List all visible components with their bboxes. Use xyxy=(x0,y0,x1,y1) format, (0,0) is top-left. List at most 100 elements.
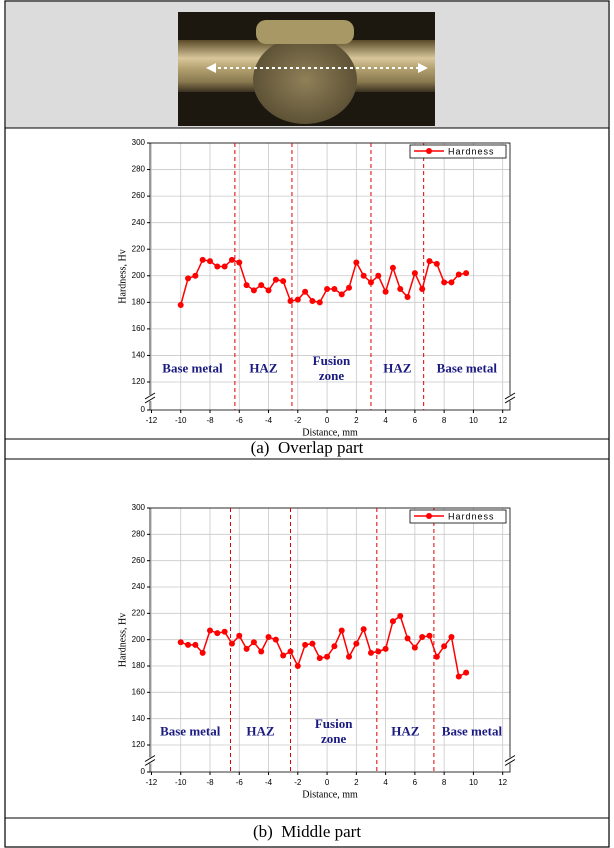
x-tick-label: 12 xyxy=(498,416,507,425)
y-tick-label: 160 xyxy=(132,687,146,696)
legend-label: Hardness xyxy=(448,146,495,156)
zone-label: HAZ xyxy=(218,361,308,376)
data-point xyxy=(324,286,330,292)
data-point xyxy=(383,289,389,295)
x-tick-label: 8 xyxy=(442,416,447,425)
y-tick-label: 260 xyxy=(132,556,146,565)
data-point xyxy=(178,302,184,308)
data-point xyxy=(405,294,411,300)
data-point xyxy=(324,654,330,660)
caption: (b) Middle part xyxy=(253,822,361,841)
y-tick-label: 280 xyxy=(132,165,146,174)
data-point xyxy=(397,613,403,619)
y-tick-label: 140 xyxy=(132,351,146,360)
x-tick-label: 6 xyxy=(413,416,418,425)
x-axis-title: Distance, mm xyxy=(302,789,358,800)
data-point xyxy=(273,637,279,643)
data-point xyxy=(375,649,381,655)
data-point xyxy=(346,285,352,291)
y-tick-label: 240 xyxy=(132,218,146,227)
data-point xyxy=(258,649,264,655)
y-tick-label: 120 xyxy=(132,377,146,386)
zone-label: HAZ xyxy=(215,724,305,739)
x-tick-label: 0 xyxy=(325,416,330,425)
x-tick-label: -6 xyxy=(236,778,244,787)
legend-marker xyxy=(426,513,432,519)
y-tick-label: 260 xyxy=(132,191,146,200)
data-point xyxy=(266,287,272,293)
data-point xyxy=(346,654,352,660)
data-point xyxy=(302,642,308,648)
data-point xyxy=(266,634,272,640)
data-point xyxy=(317,299,323,305)
zone-label: Base metal xyxy=(422,361,512,376)
data-point xyxy=(222,629,228,635)
data-point xyxy=(390,618,396,624)
y-axis-title: Hardness, Hv xyxy=(117,249,128,303)
zone-label: Base metal xyxy=(427,724,517,739)
x-tick-label: 4 xyxy=(383,416,388,425)
data-point xyxy=(302,289,308,295)
data-point xyxy=(353,641,359,647)
data-point xyxy=(244,646,250,652)
y-tick-label: 160 xyxy=(132,324,146,333)
zone-label: Fusion zone xyxy=(309,353,353,383)
data-point xyxy=(178,639,184,645)
data-point xyxy=(185,275,191,281)
y-tick-label: 300 xyxy=(132,503,146,512)
data-point xyxy=(258,282,264,288)
x-tick-label: -8 xyxy=(206,416,214,425)
legend-marker xyxy=(426,148,432,154)
data-point xyxy=(331,643,337,649)
x-tick-label: -4 xyxy=(265,416,273,425)
x-tick-label: -10 xyxy=(175,416,187,425)
y-tick-label: 300 xyxy=(132,138,146,147)
y-axis-title: Hardness, Hv xyxy=(117,613,128,667)
data-point xyxy=(397,286,403,292)
y-tick-label: 240 xyxy=(132,582,146,591)
y-tick-label: 180 xyxy=(132,297,146,306)
data-point xyxy=(375,273,381,279)
x-tick-label: -10 xyxy=(175,778,187,787)
data-point xyxy=(427,258,433,264)
data-point xyxy=(448,634,454,640)
legend-label: Hardness xyxy=(448,511,495,521)
x-tick-label: -8 xyxy=(206,778,214,787)
y-tick-label: 220 xyxy=(132,244,146,253)
data-point xyxy=(309,298,315,304)
x-tick-label: -4 xyxy=(265,778,273,787)
chart: -12-10-8-6-4-202468101201201401601802002… xyxy=(117,138,515,457)
data-point xyxy=(287,649,293,655)
data-point xyxy=(200,257,206,263)
data-point xyxy=(244,282,250,288)
y-tick-label: 180 xyxy=(132,661,146,670)
y-tick-label: 0 xyxy=(141,767,146,776)
data-point xyxy=(448,279,454,285)
x-axis-title: Distance, mm xyxy=(302,427,358,438)
zone-label: Fusion zone xyxy=(312,716,356,746)
data-point xyxy=(207,258,213,264)
data-point xyxy=(353,260,359,266)
data-point xyxy=(419,286,425,292)
x-tick-label: -2 xyxy=(294,416,302,425)
data-point xyxy=(251,287,257,293)
x-tick-label: -12 xyxy=(146,778,158,787)
data-point xyxy=(185,642,191,648)
data-point xyxy=(361,626,367,632)
data-point xyxy=(214,263,220,269)
y-tick-label: 200 xyxy=(132,271,146,280)
data-point xyxy=(295,663,301,669)
data-point xyxy=(419,634,425,640)
figure-canvas: -12-10-8-6-4-202468101201201401601802002… xyxy=(0,0,614,848)
data-point xyxy=(412,270,418,276)
x-tick-label: 8 xyxy=(442,778,447,787)
data-point xyxy=(339,627,345,633)
data-point xyxy=(236,633,242,639)
y-tick-label: 120 xyxy=(132,740,146,749)
y-tick-label: 0 xyxy=(141,405,146,414)
x-tick-label: 10 xyxy=(469,778,478,787)
x-tick-label: -12 xyxy=(146,416,158,425)
caption: (a) Overlap part xyxy=(251,438,364,457)
data-point xyxy=(251,639,257,645)
data-point xyxy=(405,635,411,641)
